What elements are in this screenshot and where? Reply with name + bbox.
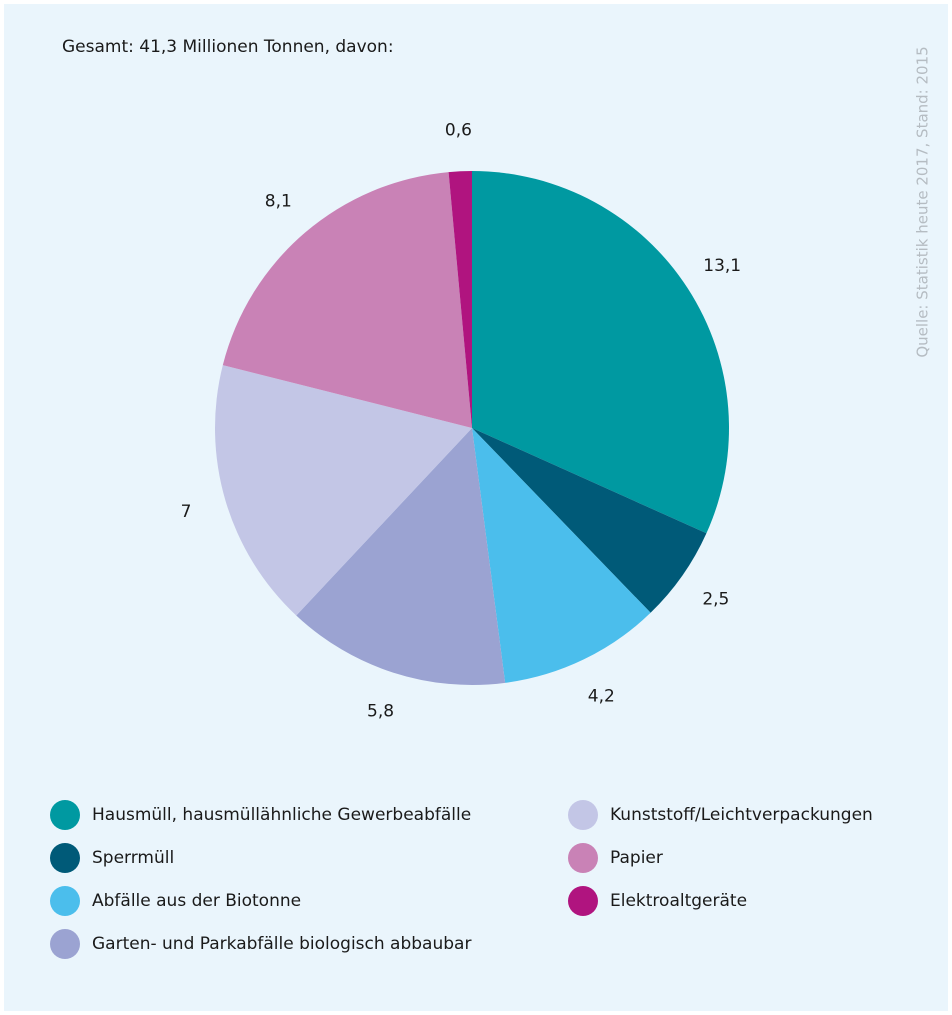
legend-swatch [50,800,80,830]
pie-slice [214,365,472,616]
pie-slice [222,172,472,428]
legend-label: Hausmüll, hausmüllähnliche Gewerbeabfäll… [92,805,471,825]
legend-swatch [568,886,598,916]
legend-label: Garten- und Parkabfälle biologisch abbau… [92,934,471,954]
pie-slice [448,171,472,428]
data-label: 5,8 [367,702,394,722]
pie-slice [472,428,651,683]
data-label: 4,2 [588,686,615,706]
legend-label: Kunststoff/Leichtverpackungen [610,805,873,825]
pie-slice [472,428,707,613]
data-label: 2,5 [702,589,729,609]
pie-slice [296,428,506,685]
legend-label: Elektroaltgeräte [610,891,747,911]
data-label: 0,6 [445,120,472,140]
data-label: 7 [181,502,192,522]
pie-slice [472,171,729,534]
legend-swatch [568,843,598,873]
legend-swatch [50,929,80,959]
legend-swatch [50,886,80,916]
legend-swatch [568,800,598,830]
chart-title: Gesamt: 41,3 Millionen Tonnen, davon: [62,37,394,57]
data-label: 8,1 [265,192,292,212]
legend-label: Papier [610,848,663,868]
legend-swatch [50,843,80,873]
legend-label: Sperrmüll [92,848,174,868]
data-label: 13,1 [703,256,741,276]
source: Quelle: Statistik heute 2017, Stand: 201… [914,46,932,357]
legend-label: Abfälle aus der Biotonne [92,891,301,911]
